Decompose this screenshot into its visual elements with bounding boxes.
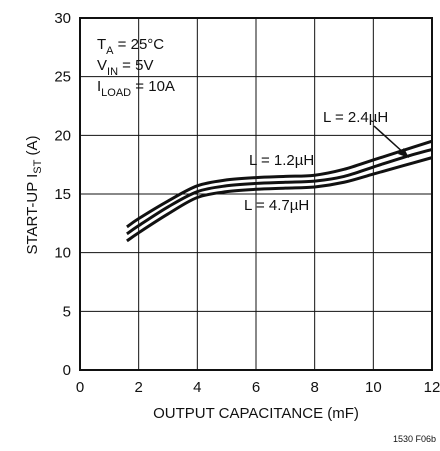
series-label-arrowhead (398, 148, 409, 158)
condition-vin: VIN = 5V (97, 57, 153, 78)
y-tick-label: 20 (54, 127, 71, 144)
x-tick-label: 10 (365, 379, 382, 396)
series-line-1 (126, 139, 433, 229)
series-label-1-2uh: L = 1.2µH (249, 152, 314, 169)
axis-ticks: 0 2 4 6 8 10 12 0 5 10 15 20 25 30 (54, 10, 440, 396)
x-tick-label: 8 (310, 379, 318, 396)
y-tick-label: 10 (54, 245, 71, 262)
conditions-box: TA = 25°C VIN = 5V ILOAD = 10A (97, 36, 175, 99)
condition-iload: ILOAD = 10A (97, 78, 175, 99)
y-tick-label: 15 (54, 186, 71, 203)
x-tick-label: 0 (76, 379, 84, 396)
x-tick-label: 12 (424, 379, 440, 396)
y-axis-title: START-UP IST (A) (24, 135, 44, 254)
condition-ta: TA = 25°C (97, 36, 164, 57)
y-tick-label: 0 (63, 362, 71, 379)
y-tick-label: 5 (63, 303, 71, 320)
series (126, 139, 433, 243)
grid (80, 18, 432, 370)
x-tick-label: 6 (252, 379, 260, 396)
x-tick-label: 2 (134, 379, 142, 396)
y-tick-label: 30 (54, 10, 71, 27)
series-line-3 (126, 156, 433, 243)
x-axis-title: OUTPUT CAPACITANCE (mF) (153, 405, 359, 422)
plot-frame (79, 17, 433, 371)
y-tick-label: 25 (54, 69, 71, 86)
x-tick-label: 4 (193, 379, 201, 396)
series-line-2 (126, 147, 433, 236)
series-label-4-7uh: L = 4.7µH (244, 197, 309, 214)
series-label-leader (373, 125, 406, 155)
figure-reference: 1530 F06b (393, 434, 436, 444)
series-label-2-4uh: L = 2.4µH (323, 109, 388, 126)
